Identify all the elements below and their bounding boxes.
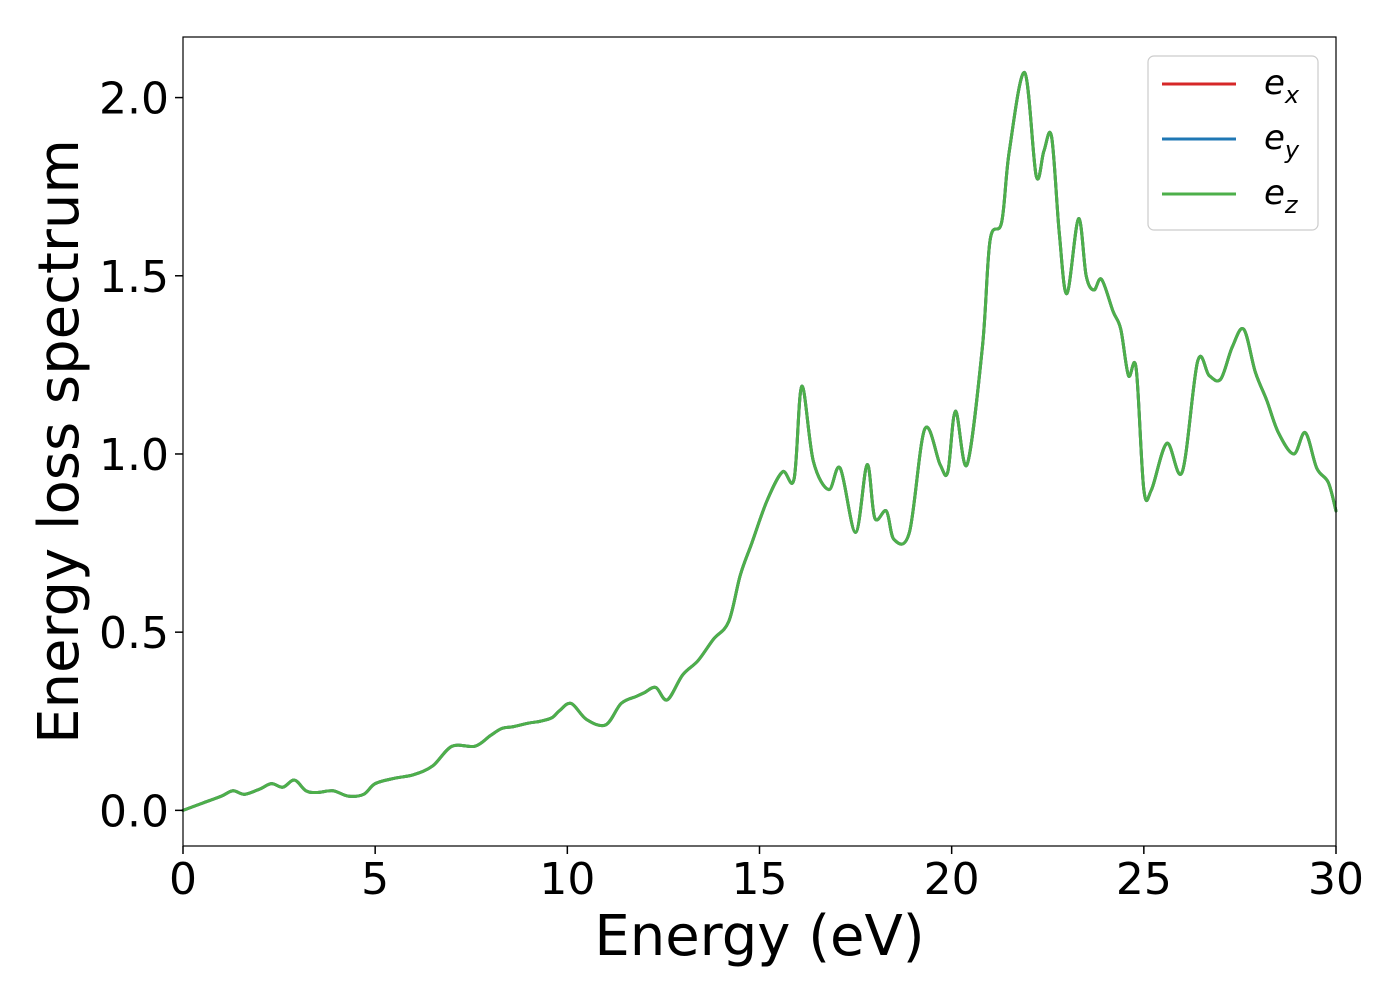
x-tick-label: 15 [732,854,788,905]
x-tick-label: 25 [1116,854,1172,905]
legend-box [1147,55,1319,231]
y-tick-label: 1.0 [99,430,169,481]
x-tick-label: 5 [361,854,389,905]
y-tick-label: 2.0 [99,74,169,125]
legend-entry-label: ez [1264,173,1299,219]
legend-entry-label: ex [1264,63,1300,109]
series-layer [181,71,1338,812]
x-tick-label: 30 [1308,854,1364,905]
series-line-ez [181,71,1338,812]
y-axis-ticks: 0.0 0.5 1.0 1.5 2.0 [99,74,183,837]
y-tick-label: 1.5 [99,252,169,303]
x-tick-label: 20 [924,854,980,905]
y-axis-label: Energy loss spectrum [27,139,92,744]
y-tick-label: 0.5 [99,608,169,659]
y-tick-label: 0.0 [99,786,169,837]
x-axis-label: Energy (eV) [594,904,924,969]
x-axis-ticks: 0 5 10 15 20 25 30 [169,846,1364,905]
legend-entry-label: ey [1264,118,1300,164]
x-tick-label: 10 [539,854,595,905]
legend: ex ey ez [1147,55,1319,231]
x-tick-label: 0 [169,854,197,905]
